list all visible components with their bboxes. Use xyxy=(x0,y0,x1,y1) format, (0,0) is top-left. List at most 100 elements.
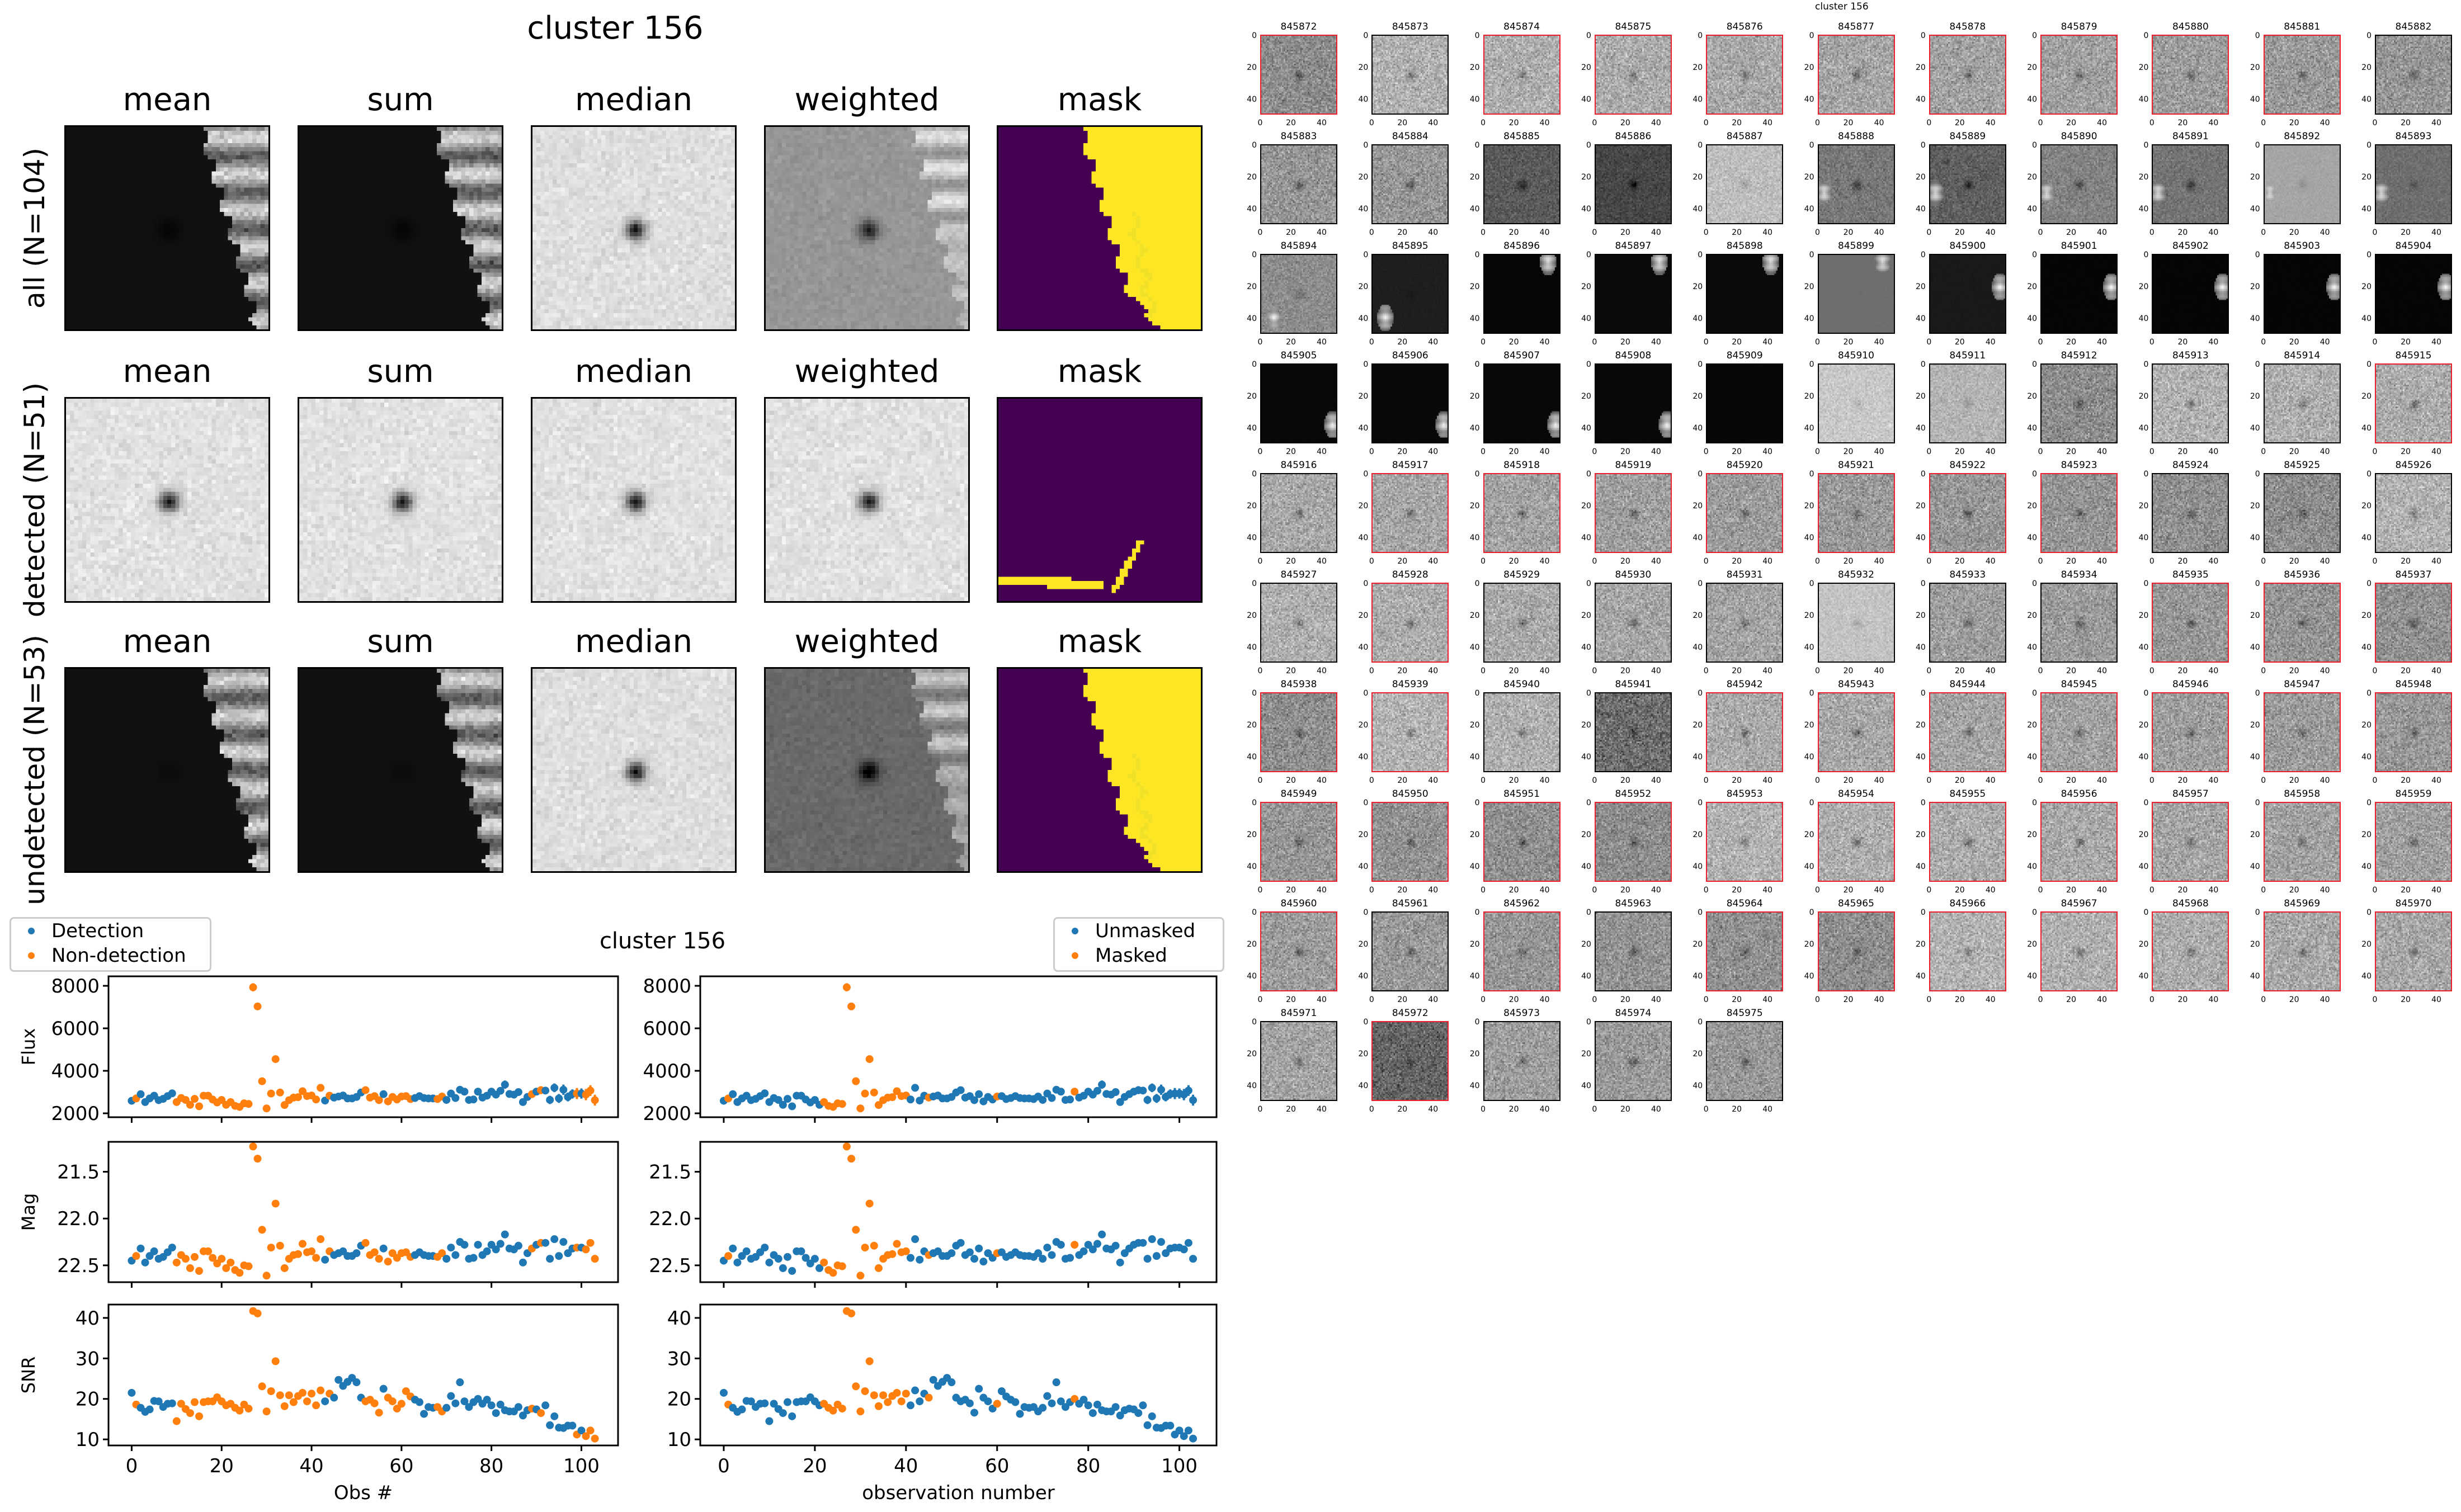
thumbnail-title: 845917 xyxy=(1392,460,1428,471)
data-point xyxy=(779,1409,787,1418)
thumbnail-x-tick-label: 40 xyxy=(1762,338,1773,347)
data-point xyxy=(537,1409,545,1418)
thumbnail-title: 845880 xyxy=(2172,21,2209,32)
thumbnail-y-tick-label: 20 xyxy=(1358,502,1369,511)
thumbnail-x-tick-label: 40 xyxy=(1985,228,1996,237)
thumbnail-x-tick-label: 0 xyxy=(1481,1105,1486,1114)
thumbnail-title: 845895 xyxy=(1392,240,1428,252)
thumbnail-title: 845969 xyxy=(2284,898,2321,909)
data-point xyxy=(1048,1399,1056,1407)
thumbnail-image xyxy=(1371,911,1449,991)
thumbnail-x-tick-label: 0 xyxy=(1257,1105,1263,1114)
thumbnail-y-tick-label: 40 xyxy=(1692,862,1703,871)
thumbnail-y-tick-label: 20 xyxy=(2361,502,2372,511)
data-point xyxy=(370,1399,379,1407)
data-point xyxy=(884,1398,892,1406)
y-tick-label: 21.5 xyxy=(57,1161,100,1184)
y-tick-label: 4000 xyxy=(643,1060,691,1083)
data-point xyxy=(361,1086,370,1094)
thumbnail-title: 845926 xyxy=(2395,460,2432,471)
thumbnail-x-tick-label: 20 xyxy=(1954,776,1965,785)
data-point xyxy=(249,983,257,991)
thumbnail-detected: 845967 0 0 20 20 40 40 xyxy=(2027,898,2118,1004)
thumbnail: 845904 0 0 20 20 40 40 xyxy=(2361,240,2452,347)
data-point xyxy=(970,1096,979,1104)
data-point xyxy=(997,1387,1006,1395)
data-point xyxy=(1093,1240,1101,1248)
thumbnail-y-tick-label: 40 xyxy=(1358,753,1369,762)
data-point xyxy=(294,1250,302,1258)
thumbnail-image xyxy=(1260,1021,1337,1101)
data-point xyxy=(1143,1255,1152,1263)
masked-marker-icon xyxy=(1072,952,1078,959)
thumbnail-x-tick-label: 40 xyxy=(1985,338,1996,347)
thumbnail-x-tick-label: 20 xyxy=(1397,228,1408,237)
thumbnail-detected: 845957 0 0 20 20 40 40 xyxy=(2139,788,2229,895)
thumbnail-x-tick-label: 40 xyxy=(1317,776,1327,785)
data-point xyxy=(979,1258,988,1266)
x-tick-label: 100 xyxy=(563,1455,600,1477)
thumbnail-x-tick-label: 20 xyxy=(1843,228,1854,237)
thumbnail-y-tick-label: 20 xyxy=(2027,392,2038,401)
thumbnail-detected: 845874 0 0 20 20 40 40 xyxy=(1470,21,1560,127)
thumbnail-image xyxy=(1483,254,1560,334)
thumbnail-y-tick-label: 20 xyxy=(1581,721,1591,730)
data-point xyxy=(784,1095,792,1103)
thumbnail-y-tick-label: 0 xyxy=(1252,470,1257,479)
thumbnail-y-tick-label: 20 xyxy=(1247,830,1257,839)
thumbnail-x-tick-label: 20 xyxy=(2066,338,2076,347)
thumbnail-y-tick-label: 20 xyxy=(2027,940,2038,949)
thumbnail-image xyxy=(1706,802,1784,882)
legend-label: Non-detection xyxy=(51,944,186,967)
thumbnail-x-tick-label: 20 xyxy=(1508,228,1519,237)
thumbnail-y-tick-label: 20 xyxy=(2138,392,2149,401)
thumbnail-x-tick-label: 0 xyxy=(2149,995,2154,1004)
thumbnail-title: 845927 xyxy=(1280,569,1317,580)
thumbnail-y-tick-label: 40 xyxy=(1804,314,1814,323)
thumbnail-title: 845945 xyxy=(2061,679,2097,690)
thumbnail-y-tick-label: 20 xyxy=(2027,173,2038,182)
data-point xyxy=(970,1409,979,1417)
legend-item-unmasked: Unmasked xyxy=(1055,919,1223,943)
thumbnail-detected: 845918 0 0 20 20 40 40 xyxy=(1470,460,1560,566)
data-point xyxy=(838,1405,846,1413)
thumbnail-y-tick-label: 0 xyxy=(2366,251,2372,259)
thumbnail-y-tick-label: 40 xyxy=(1915,314,1926,323)
thumbnail-x-tick-label: 0 xyxy=(1369,886,1374,895)
thumbnail-y-tick-label: 0 xyxy=(2366,141,2372,150)
thumbnail-x-tick-label: 20 xyxy=(1620,886,1630,895)
thumbnail-title: 845901 xyxy=(2061,240,2097,252)
data-point xyxy=(145,1405,154,1414)
data-point xyxy=(1052,1378,1060,1387)
thumbnail-x-tick-label: 20 xyxy=(1732,338,1742,347)
thumbnail-y-tick-label: 20 xyxy=(1469,282,1480,291)
thumbnail-image xyxy=(1260,911,1337,991)
column-title-mean: mean xyxy=(122,623,212,660)
thumbnail-x-tick-label: 0 xyxy=(1926,995,1932,1004)
thumbnail-title: 845921 xyxy=(1838,460,1874,471)
thumbnail-x-tick-label: 0 xyxy=(1926,228,1932,237)
thumbnail-y-tick-label: 40 xyxy=(2250,862,2260,871)
data-point xyxy=(1039,1255,1047,1263)
thumbnail-x-tick-label: 20 xyxy=(2401,886,2411,895)
thumbnail-title: 845896 xyxy=(1503,240,1540,252)
thumbnail-x-tick-label: 20 xyxy=(1620,1105,1630,1114)
thumbnail-y-tick-label: 20 xyxy=(2361,392,2372,401)
data-point xyxy=(204,1247,213,1255)
data-point xyxy=(267,1089,275,1098)
data-point xyxy=(829,1406,837,1415)
data-point xyxy=(267,1387,275,1395)
data-point xyxy=(1079,1247,1088,1255)
thumbnail-y-tick-label: 20 xyxy=(1247,63,1257,72)
data-point xyxy=(550,1084,559,1092)
thumbnail-x-tick-label: 0 xyxy=(1481,995,1486,1004)
thumbnail-x-tick-label: 0 xyxy=(1703,886,1709,895)
data-point xyxy=(218,1255,226,1263)
thumbnail-image xyxy=(2040,692,2118,772)
thumbnail-x-tick-label: 0 xyxy=(1369,447,1374,456)
data-point xyxy=(397,1400,406,1408)
data-point xyxy=(442,1096,451,1104)
thumbnail-y-tick-label: 0 xyxy=(2366,579,2372,588)
thumbnail-y-tick-label: 0 xyxy=(1586,470,1591,479)
data-point xyxy=(861,1387,869,1395)
